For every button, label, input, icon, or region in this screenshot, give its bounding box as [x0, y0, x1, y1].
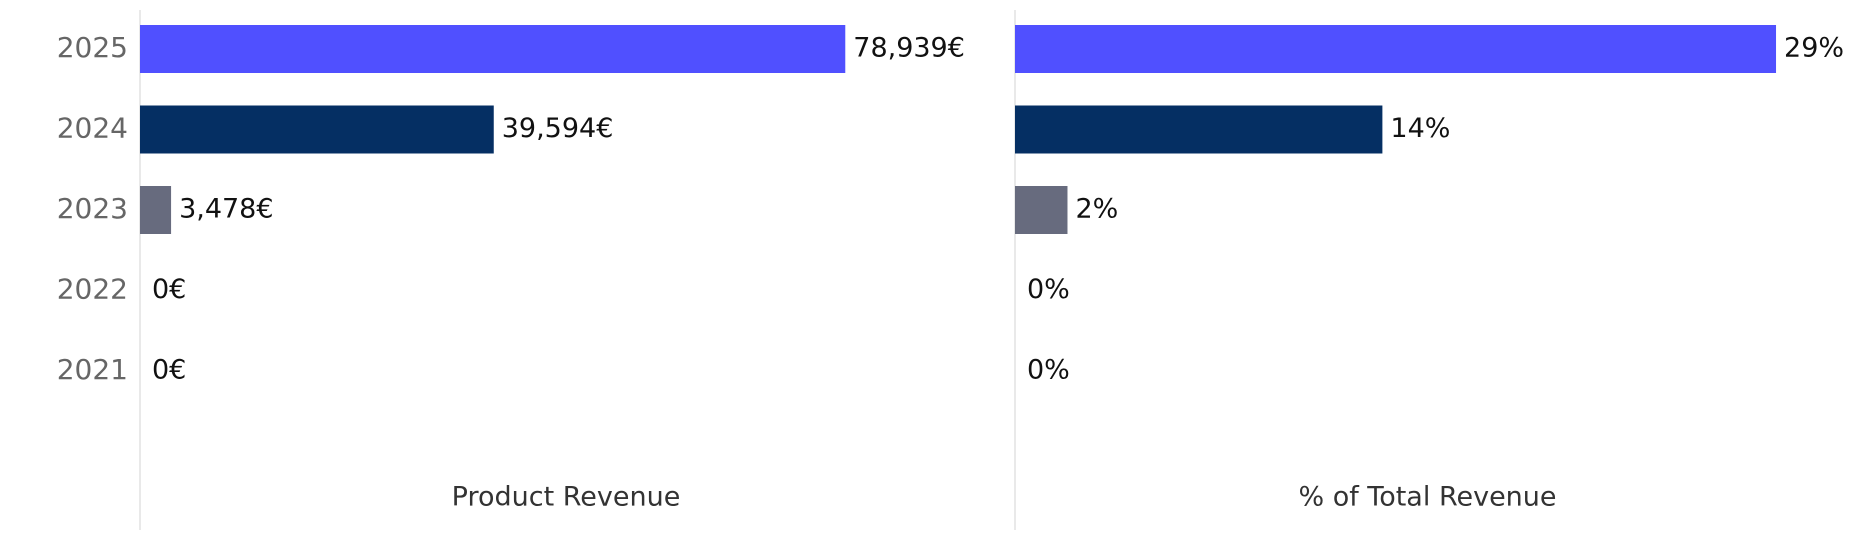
bar — [140, 186, 172, 234]
bar — [1015, 105, 1383, 154]
category-label: 2025 — [57, 31, 128, 64]
axis-title: % of Total Revenue — [1298, 482, 1556, 513]
value-label: 78,939€ — [853, 33, 965, 64]
bar — [140, 25, 846, 73]
value-label: 14% — [1390, 113, 1450, 144]
bar — [140, 105, 494, 154]
value-label: 0€ — [152, 355, 186, 386]
value-label: 0% — [1027, 355, 1070, 386]
value-label: 39,594€ — [502, 113, 614, 144]
value-label: 3,478€ — [179, 194, 273, 225]
category-label: 2023 — [57, 192, 128, 225]
category-label: 2022 — [57, 273, 128, 306]
bar — [1015, 25, 1777, 73]
bar — [1015, 186, 1068, 234]
value-label: 29% — [1784, 33, 1844, 64]
value-label: 0% — [1027, 274, 1070, 305]
category-label: 2024 — [57, 112, 128, 145]
axis-title: Product Revenue — [452, 482, 681, 513]
value-label: 0€ — [152, 274, 186, 305]
category-label: 2021 — [57, 353, 128, 386]
value-label: 2% — [1075, 194, 1118, 225]
